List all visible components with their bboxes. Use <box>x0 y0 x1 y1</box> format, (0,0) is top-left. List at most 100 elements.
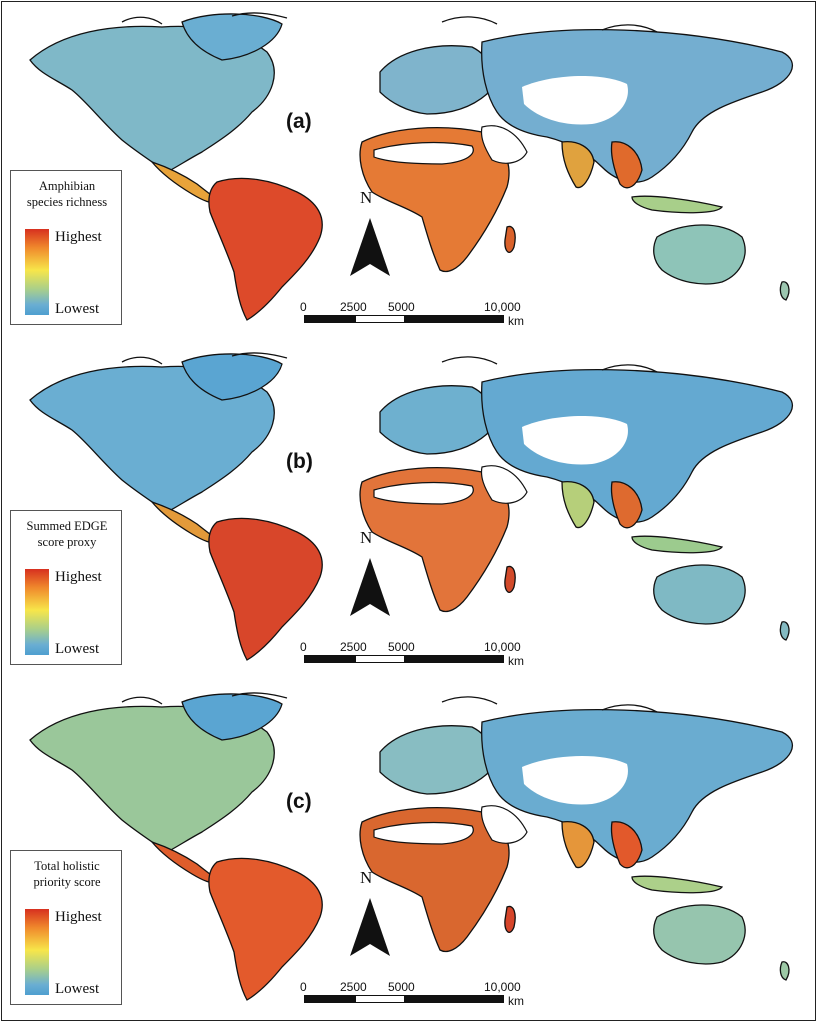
australia <box>653 564 746 625</box>
africa <box>359 807 510 953</box>
europe <box>379 725 493 795</box>
arabia-nodata <box>480 465 528 504</box>
india <box>561 481 595 529</box>
scale-tick-2500: 2500 <box>340 980 367 994</box>
madagascar <box>504 905 516 933</box>
indonesia <box>631 535 724 554</box>
greenland <box>181 693 283 741</box>
scale-bar: 0 2500 5000 10,000 km <box>300 300 540 334</box>
australia <box>653 224 746 285</box>
legend-color-ramp <box>25 229 49 315</box>
arabia-nodata <box>480 805 528 844</box>
scale-segment-3 <box>404 655 504 663</box>
scale-tick-0: 0 <box>300 300 307 314</box>
greenland <box>181 13 283 61</box>
north-america <box>29 365 275 513</box>
southeast-asia <box>610 141 643 189</box>
scale-tick-2500: 2500 <box>340 640 367 654</box>
north-arrow-icon <box>350 898 390 956</box>
north-arrow: N <box>348 528 392 618</box>
arctic-islands <box>121 12 658 33</box>
arctic-islands <box>121 352 658 373</box>
world-map <box>29 352 794 661</box>
legend-lowest-label: Lowest <box>55 301 100 317</box>
scale-bar: 0 2500 5000 10,000 km <box>300 980 540 1014</box>
world-map <box>29 692 794 1001</box>
indonesia <box>631 875 724 894</box>
africa <box>359 127 510 273</box>
scale-segment-2 <box>355 655 405 663</box>
central-asia-nodata <box>522 416 628 465</box>
panel-letter: (c) <box>286 790 312 813</box>
central-asia-nodata <box>522 76 628 125</box>
sahara-nodata <box>373 481 474 505</box>
scale-segment-1 <box>304 995 356 1003</box>
north-label: N <box>360 868 373 887</box>
scale-unit: km <box>508 654 524 668</box>
legend: Summed EDGE score proxy Highest Lowest <box>10 510 122 665</box>
scale-segment-1 <box>304 655 356 663</box>
legend-title: Amphibian species richness <box>26 179 108 209</box>
asia <box>481 709 794 863</box>
legend: Amphibian species richness Highest Lowest <box>10 170 122 325</box>
southeast-asia <box>610 821 643 869</box>
north-arrow-icon <box>350 218 390 276</box>
map-panel-b: (b) Summed EDGE score proxy Highest Lowes… <box>2 342 817 682</box>
scale-unit: km <box>508 994 524 1008</box>
north-arrow: N <box>348 188 392 278</box>
scale-tick-2500: 2500 <box>340 300 367 314</box>
europe <box>379 385 493 455</box>
scale-segment-3 <box>404 995 504 1003</box>
north-america <box>29 25 275 173</box>
map-panel-a: (a) Amphibian species richness Highest Lo… <box>2 2 817 342</box>
legend-highest-label: Highest <box>55 909 102 925</box>
scale-segment-2 <box>355 995 405 1003</box>
scale-segment-3 <box>404 315 504 323</box>
arctic-islands <box>121 692 658 713</box>
north-america <box>29 705 275 853</box>
legend-title: Total holistic priority score <box>33 859 101 889</box>
south-america <box>208 177 323 321</box>
central-asia-nodata <box>522 756 628 805</box>
scale-tick-5000: 5000 <box>388 640 415 654</box>
world-map <box>29 12 794 321</box>
legend-title: Summed EDGE score proxy <box>26 519 108 549</box>
scale-segment-1 <box>304 315 356 323</box>
north-label: N <box>360 188 373 207</box>
panel-letter: (a) <box>286 110 312 133</box>
map-panel-c: (c) Total holistic priority score Highest… <box>2 682 817 1022</box>
scale-segment-2 <box>355 315 405 323</box>
scale-tick-0: 0 <box>300 640 307 654</box>
legend-highest-label: Highest <box>55 569 102 585</box>
legend-lowest-label: Lowest <box>55 981 100 997</box>
south-america <box>208 517 323 661</box>
asia <box>481 369 794 523</box>
legend-color-ramp <box>25 569 49 655</box>
sahara-nodata <box>373 141 474 165</box>
scale-tick-10000: 10,000 <box>484 300 521 314</box>
legend-color-ramp <box>25 909 49 995</box>
scale-tick-5000: 5000 <box>388 300 415 314</box>
greenland <box>181 353 283 401</box>
panel-letter: (b) <box>286 450 313 473</box>
africa <box>359 467 510 613</box>
south-america <box>208 857 323 1001</box>
scale-tick-5000: 5000 <box>388 980 415 994</box>
scale-tick-10000: 10,000 <box>484 640 521 654</box>
australia <box>653 904 746 965</box>
indonesia <box>631 195 724 214</box>
asia <box>481 29 794 183</box>
madagascar <box>504 565 516 593</box>
sahara-nodata <box>373 821 474 845</box>
north-arrow: N <box>348 868 392 958</box>
legend: Total holistic priority score Highest Low… <box>10 850 122 1005</box>
europe <box>379 45 493 115</box>
legend-highest-label: Highest <box>55 229 102 245</box>
india <box>561 141 595 189</box>
legend-lowest-label: Lowest <box>55 641 100 657</box>
scale-unit: km <box>508 314 524 328</box>
new-zealand <box>779 621 790 641</box>
scale-tick-0: 0 <box>300 980 307 994</box>
scale-tick-10000: 10,000 <box>484 980 521 994</box>
north-arrow-icon <box>350 558 390 616</box>
